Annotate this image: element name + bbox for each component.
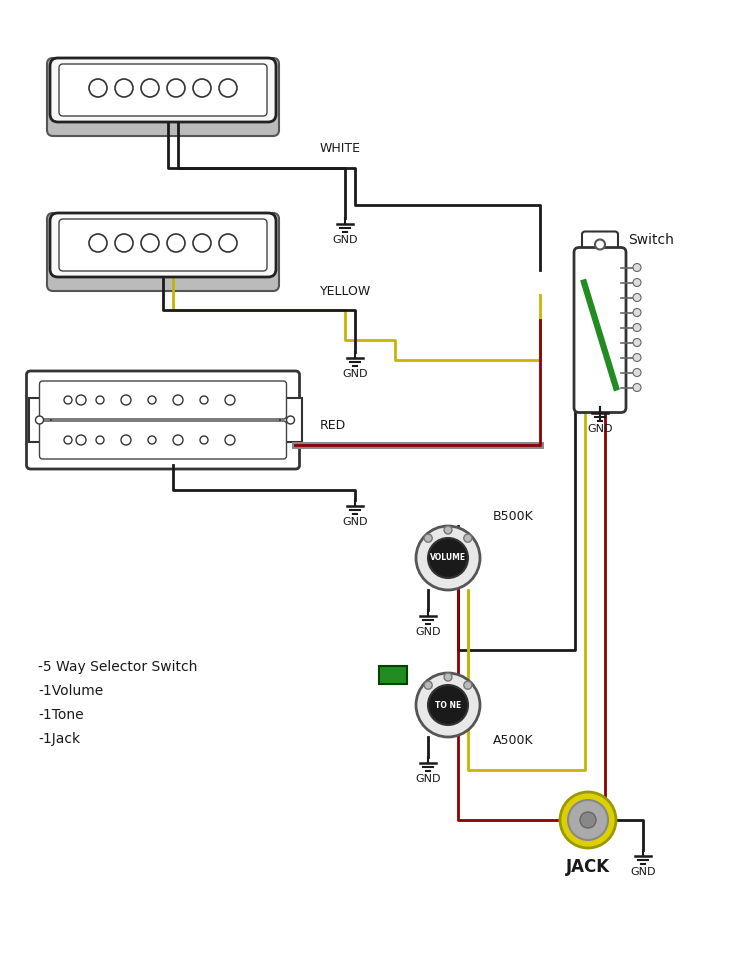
Text: GND: GND: [415, 774, 441, 784]
Circle shape: [416, 673, 480, 737]
Text: GND: GND: [332, 235, 358, 245]
Bar: [280, 398, 302, 442]
Circle shape: [121, 435, 131, 445]
Circle shape: [464, 534, 472, 542]
Circle shape: [444, 673, 452, 681]
FancyBboxPatch shape: [50, 58, 276, 122]
Circle shape: [200, 436, 208, 444]
Circle shape: [286, 416, 294, 424]
FancyBboxPatch shape: [59, 219, 267, 271]
FancyBboxPatch shape: [26, 371, 300, 469]
Text: YELLOW: YELLOW: [320, 285, 371, 298]
Circle shape: [219, 234, 237, 252]
Text: GND: GND: [342, 517, 368, 527]
Text: GND: GND: [630, 867, 656, 877]
FancyBboxPatch shape: [582, 231, 618, 260]
Text: B500K: B500K: [493, 509, 534, 523]
Circle shape: [76, 435, 86, 445]
FancyBboxPatch shape: [59, 64, 267, 116]
Circle shape: [416, 526, 480, 590]
FancyBboxPatch shape: [40, 421, 286, 459]
Circle shape: [633, 293, 641, 301]
Circle shape: [148, 396, 156, 404]
Circle shape: [424, 681, 432, 690]
FancyBboxPatch shape: [50, 213, 276, 277]
Circle shape: [173, 395, 183, 405]
Circle shape: [96, 436, 104, 444]
Circle shape: [167, 234, 185, 252]
Text: VOLUME: VOLUME: [430, 553, 466, 563]
Bar: [29, 398, 51, 442]
Circle shape: [121, 395, 131, 405]
Bar: [379, 666, 407, 684]
Circle shape: [96, 396, 104, 404]
Circle shape: [633, 264, 641, 271]
Circle shape: [193, 234, 211, 252]
Circle shape: [64, 436, 72, 444]
Circle shape: [633, 368, 641, 377]
Circle shape: [633, 354, 641, 362]
Text: GND: GND: [415, 627, 441, 637]
Circle shape: [568, 800, 608, 840]
Circle shape: [225, 395, 235, 405]
Circle shape: [464, 681, 472, 690]
Circle shape: [167, 79, 185, 97]
Circle shape: [89, 79, 107, 97]
Circle shape: [428, 538, 468, 578]
FancyBboxPatch shape: [47, 58, 279, 136]
Circle shape: [193, 79, 211, 97]
Circle shape: [115, 79, 133, 97]
Circle shape: [115, 234, 133, 252]
Text: Switch: Switch: [628, 233, 674, 247]
Circle shape: [560, 792, 616, 848]
Circle shape: [148, 436, 156, 444]
Circle shape: [76, 395, 86, 405]
Circle shape: [64, 396, 72, 404]
Circle shape: [580, 812, 596, 828]
Circle shape: [444, 526, 452, 534]
Circle shape: [595, 240, 605, 249]
FancyBboxPatch shape: [47, 213, 279, 291]
Text: A500K: A500K: [493, 734, 534, 746]
Circle shape: [35, 416, 43, 424]
Circle shape: [633, 309, 641, 316]
Circle shape: [141, 234, 159, 252]
Circle shape: [141, 79, 159, 97]
Circle shape: [219, 79, 237, 97]
Circle shape: [200, 396, 208, 404]
Circle shape: [633, 278, 641, 287]
Circle shape: [89, 234, 107, 252]
Text: WHITE: WHITE: [320, 142, 361, 155]
Text: TO NE: TO NE: [435, 700, 461, 710]
Circle shape: [173, 435, 183, 445]
Text: GND: GND: [587, 424, 613, 434]
Text: GND: GND: [342, 369, 368, 379]
Text: RED: RED: [320, 419, 346, 432]
Circle shape: [633, 339, 641, 346]
Circle shape: [633, 384, 641, 391]
Text: JACK: JACK: [566, 858, 610, 876]
Circle shape: [225, 435, 235, 445]
Circle shape: [424, 534, 432, 542]
FancyBboxPatch shape: [574, 247, 626, 412]
Circle shape: [633, 323, 641, 332]
Circle shape: [428, 685, 468, 725]
FancyBboxPatch shape: [40, 381, 286, 419]
Text: -5 Way Selector Switch
-1Volume
-1Tone
-1Jack: -5 Way Selector Switch -1Volume -1Tone -…: [38, 660, 197, 746]
